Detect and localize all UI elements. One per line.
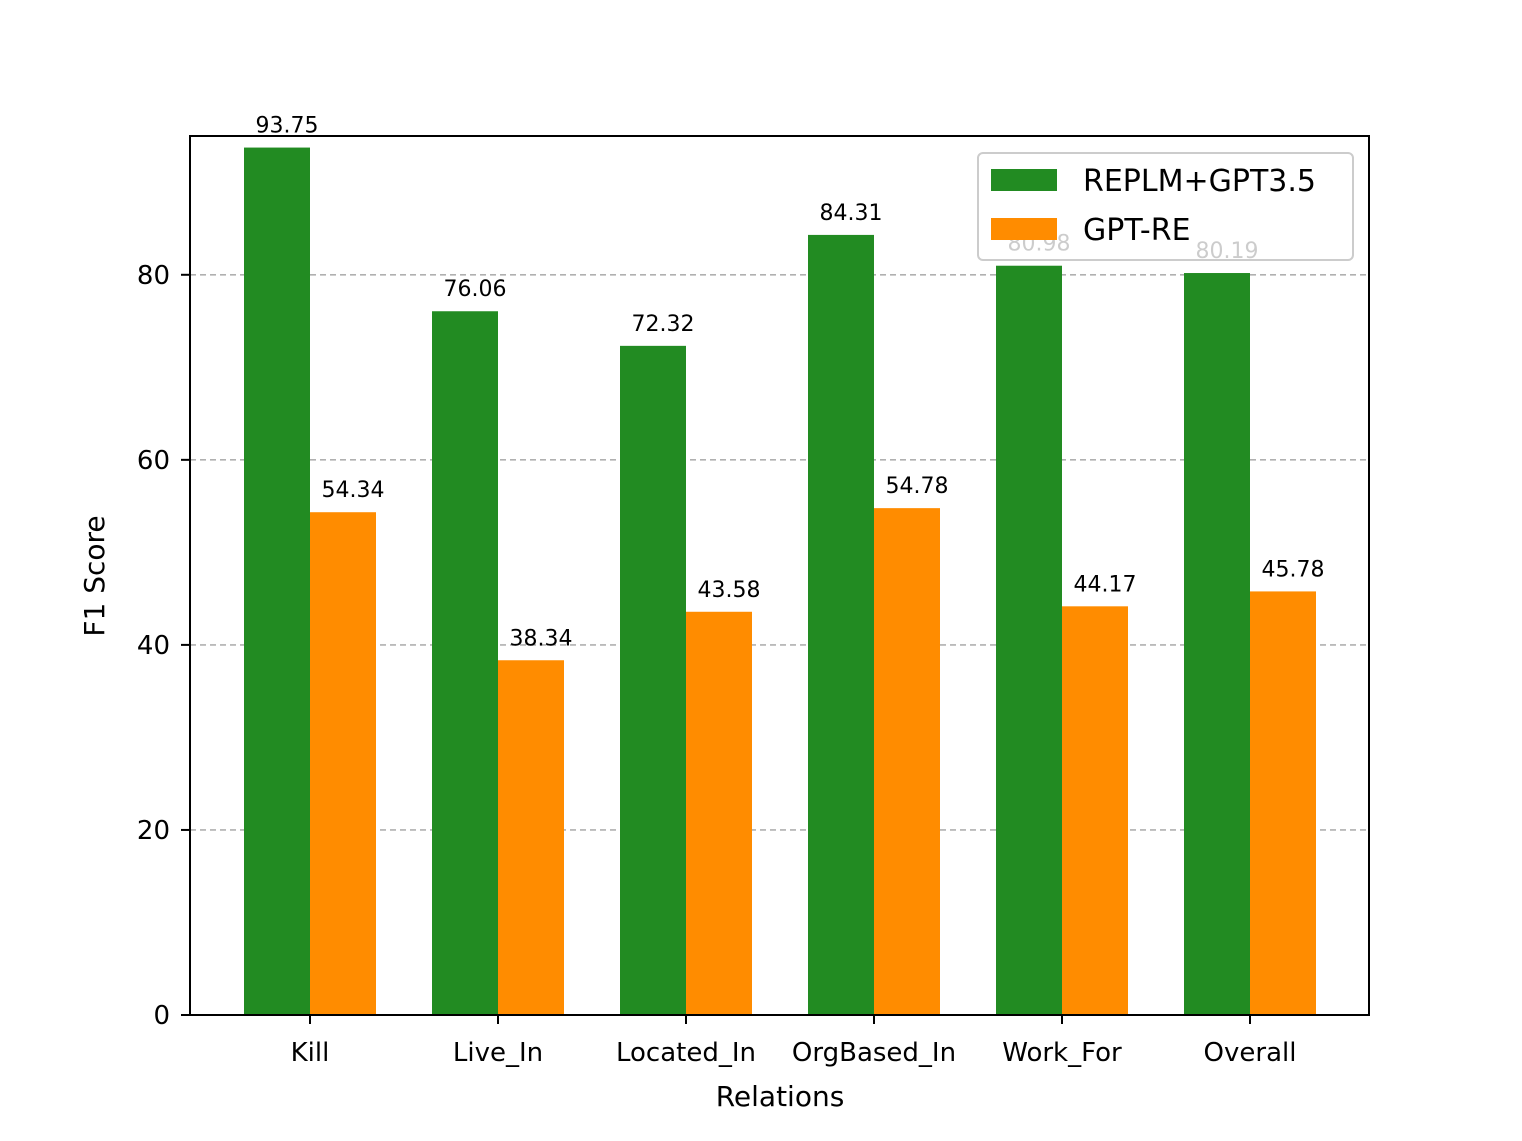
bars [244,147,1316,1015]
y-tick-label: 80 [137,261,170,291]
y-tick-label: 20 [137,816,170,846]
legend-frame [977,152,1354,261]
bar-gpt-re [1250,591,1316,1015]
legend: REPLM+GPT3.5 GPT-RE [977,152,1354,261]
bar-gpt-re [1062,606,1128,1015]
x-tick-label: Work_For [1002,1038,1122,1068]
grid-lines [190,273,1369,831]
x-tick-label: Overall [1204,1038,1297,1068]
bar-gpt-re [874,508,940,1015]
bar-gpt-re [498,660,564,1015]
bar-value-label: 93.75 [256,114,319,139]
y-tick-label: 40 [137,631,170,661]
plot-frame [189,135,1370,1016]
bar-gpt-re [310,512,376,1015]
bar-value-label: 76.06 [444,277,507,302]
bar-replm-gpt35 [432,311,498,1015]
legend-label-gpt-re: GPT-RE [1083,213,1191,248]
bar-value-label: 45.78 [1262,557,1325,582]
bar-replm-gpt35 [808,234,874,1015]
legend-swatch-replm-gpt35 [991,169,1057,191]
legend-swatch-gpt-re [991,218,1057,240]
y-axis-label: F1 Score [78,515,111,636]
x-tick-label: Located_In [616,1038,756,1068]
x-axis-label: Relations [716,1080,845,1113]
x-axis-ticks: Kill Live_In Located_In OrgBased_In Work_For… [291,1015,1297,1068]
bar-value-label: 54.78 [886,474,949,499]
bar-value-label: 84.31 [820,201,883,226]
bar-gpt-re [686,611,752,1015]
bar-value-label: 72.32 [632,312,695,337]
x-tick-label: OrgBased_In [792,1038,956,1068]
bar-value-label: 44.17 [1074,572,1137,597]
bar-replm-gpt35 [620,345,686,1015]
bar-value-label: 43.58 [698,578,761,603]
bar-replm-gpt35 [1184,273,1250,1015]
bar-value-label: 54.34 [322,478,385,503]
y-tick-label: 60 [137,446,170,476]
bar-replm-gpt35 [244,147,310,1015]
x-tick-label: Kill [291,1038,330,1068]
bar-replm-gpt35 [996,265,1062,1015]
legend-label-replm-gpt35: REPLM+GPT3.5 [1083,164,1316,199]
y-tick-label: 0 [153,1001,170,1031]
x-tick-label: Live_In [453,1038,543,1068]
y-axis-ticks: 0 20 40 60 80 [137,261,190,1031]
bar-value-label: 38.34 [510,626,573,651]
